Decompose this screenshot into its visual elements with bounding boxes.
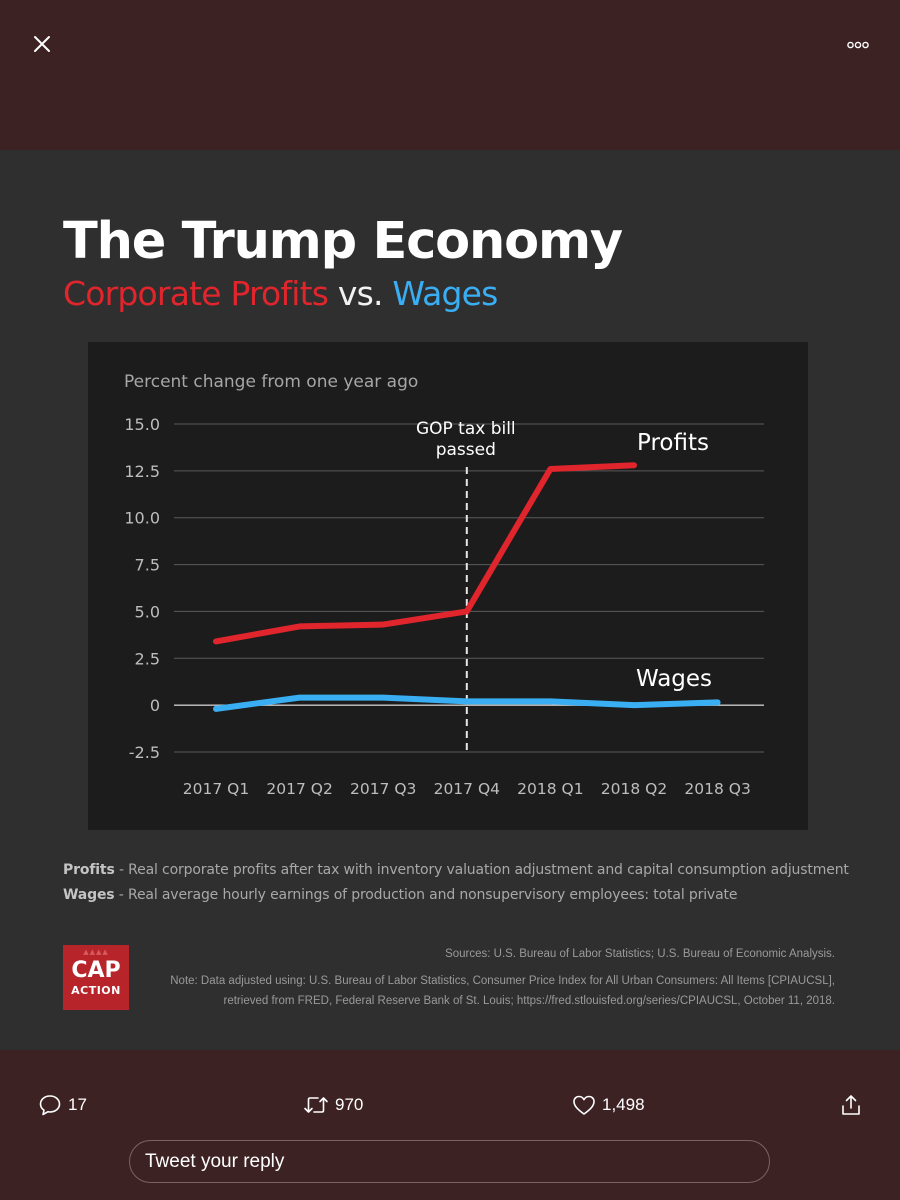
y-tick-label: 12.5: [124, 462, 160, 481]
subhead-vs: vs.: [337, 274, 384, 313]
retweet-button[interactable]: 970: [303, 1092, 363, 1118]
note-profits-text: - Real corporate profits after tax with …: [114, 862, 849, 878]
subhead-wages: Wages: [392, 274, 498, 313]
like-count: 1,498: [602, 1095, 645, 1114]
note-wages-text: - Real average hourly earnings of produc…: [114, 887, 738, 903]
x-tick-label: 2017 Q3: [350, 780, 416, 798]
y-tick-label: 2.5: [135, 649, 160, 668]
x-tick-label: 2017 Q1: [183, 780, 249, 798]
share-button[interactable]: [840, 1092, 862, 1118]
tweet-image[interactable]: The Trump Economy Corporate Profits vs. …: [0, 150, 900, 1050]
cap-action-logo: ▲▲▲▲ CAP ACTION: [63, 945, 129, 1010]
sources-block: Sources: U.S. Bureau of Labor Statistics…: [170, 944, 835, 1011]
more-options-icon: [847, 41, 869, 49]
logo-action-text: ACTION: [71, 984, 121, 997]
annotation-line2: passed: [436, 440, 496, 460]
note-wages-term: Wages: [63, 887, 115, 903]
retweet-icon: [304, 1097, 328, 1113]
reply-icon: [39, 1095, 61, 1116]
reply-count: 17: [68, 1095, 87, 1114]
note-wages: Wages - Real average hourly earnings of …: [63, 883, 849, 908]
heart-icon: [573, 1095, 595, 1115]
annotation-line1: GOP tax bill: [416, 419, 516, 439]
chart-notes: Profits - Real corporate profits after t…: [63, 858, 849, 908]
reply-button[interactable]: 17: [38, 1092, 87, 1118]
x-tick-label: 2018 Q3: [684, 780, 750, 798]
y-tick-label: 10.0: [124, 509, 160, 528]
wages-series-label: Wages: [636, 666, 712, 692]
note-profits-term: Profits: [63, 862, 115, 878]
y-tick-label: -2.5: [129, 743, 160, 762]
logo-cap-text: CAP: [71, 958, 121, 983]
y-tick-label: 0: [150, 696, 160, 715]
profits-series-label: Profits: [637, 430, 709, 456]
like-button[interactable]: 1,498: [572, 1092, 645, 1118]
y-tick-label: 15.0: [124, 415, 160, 434]
close-button[interactable]: [26, 28, 58, 60]
reply-input[interactable]: Tweet your reply: [129, 1140, 770, 1183]
share-icon: [842, 1095, 860, 1115]
graphic-subhead: Corporate Profits vs. Wages: [63, 274, 498, 313]
close-icon: [34, 36, 50, 52]
top-bar: [0, 0, 900, 150]
adjustment-note-line2: retrieved from FRED, Federal Reserve Ban…: [223, 995, 835, 1007]
chart-panel: Percent change from one year ago 15.0 12.5…: [88, 342, 808, 830]
adjustment-note-line1: Note: Data adjusted using: U.S. Bureau o…: [170, 975, 835, 987]
x-tick-label: 2017 Q2: [266, 780, 332, 798]
logo-stars-decoration: ▲▲▲▲: [83, 948, 109, 956]
more-options-button[interactable]: [838, 30, 878, 60]
subhead-profits: Corporate Profits: [63, 274, 329, 313]
line-chart: Percent change from one year ago 15.0 12.5…: [124, 372, 764, 798]
x-tick-label: 2018 Q1: [517, 780, 583, 798]
y-tick-label: 7.5: [135, 556, 160, 575]
graphic-headline: The Trump Economy: [63, 212, 623, 271]
y-tick-label: 5.0: [135, 602, 160, 621]
tweet-action-bar: 17 970 1,498: [0, 1080, 900, 1130]
profits-line: [213, 462, 637, 645]
x-tick-label: 2017 Q4: [434, 780, 500, 798]
x-tick-label: 2018 Q2: [601, 780, 667, 798]
retweet-count: 970: [335, 1095, 364, 1114]
sources-text: Sources: U.S. Bureau of Labor Statistics…: [445, 948, 835, 960]
y-axis-label: Percent change from one year ago: [124, 372, 418, 392]
note-profits: Profits - Real corporate profits after t…: [63, 858, 849, 883]
